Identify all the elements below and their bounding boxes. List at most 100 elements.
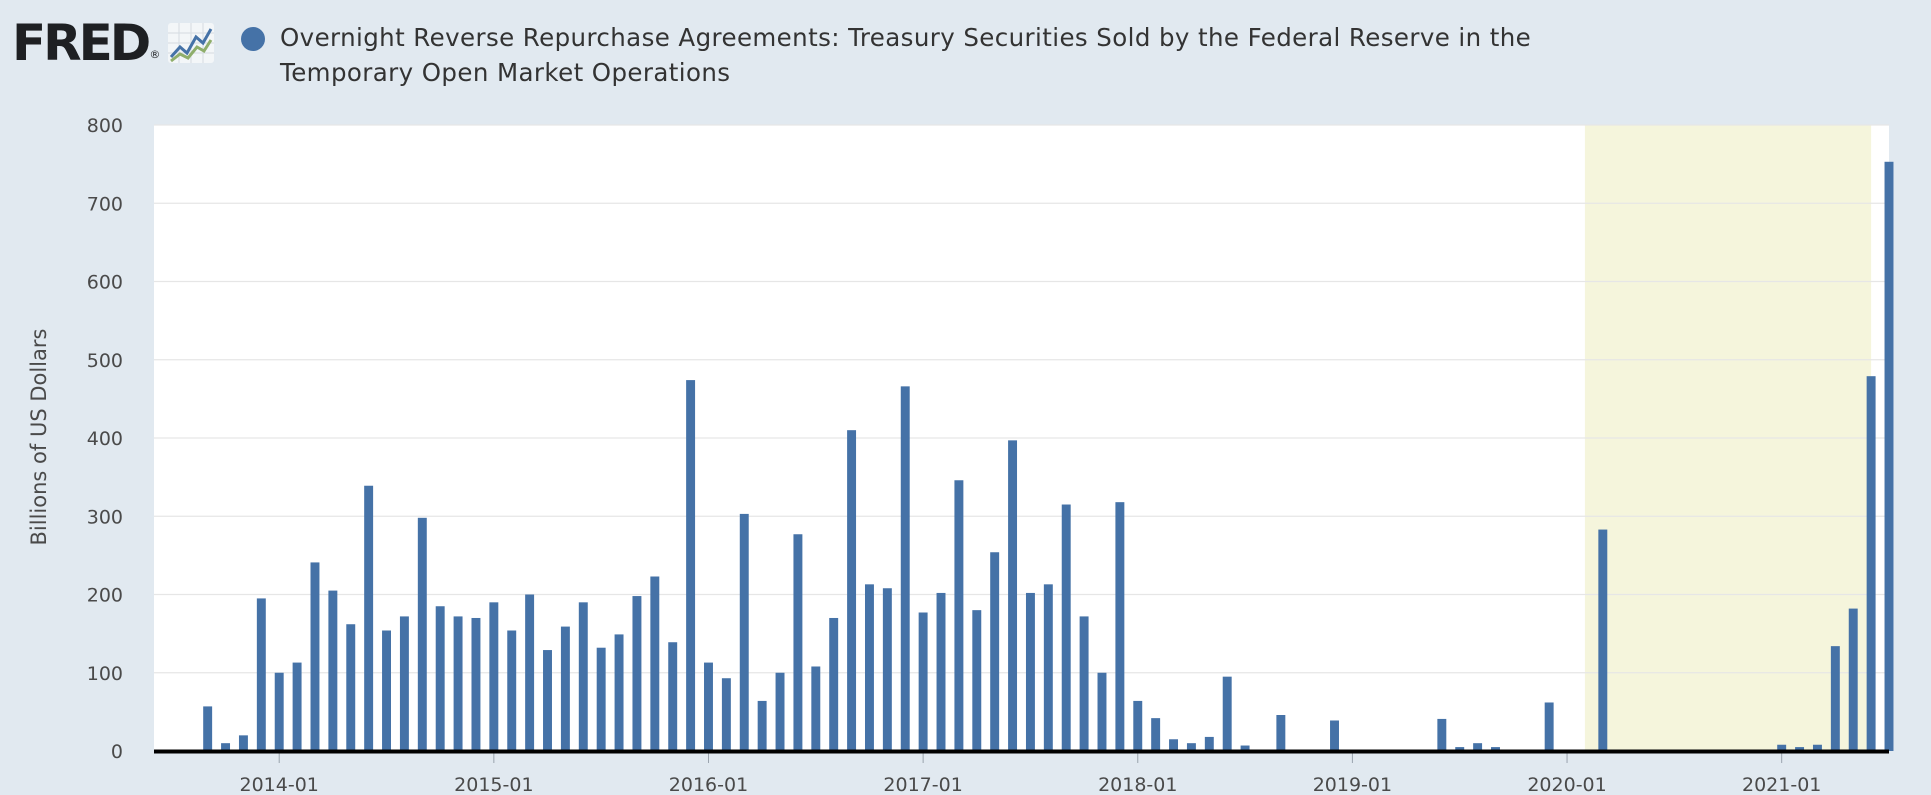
bar [1330,720,1339,751]
bar [990,552,1000,751]
bar [256,598,266,751]
bar [435,606,445,751]
bar [847,430,857,751]
bar [1186,743,1196,751]
bar [793,534,803,751]
bar [704,662,713,751]
bar [1151,718,1161,751]
bar [525,594,535,751]
bar [1025,592,1035,751]
bar [596,647,606,751]
bar [292,662,302,751]
y-tick-label: 100 [87,663,123,685]
registered-mark-icon: ® [149,48,161,61]
bar [775,672,785,751]
bar [1830,646,1840,751]
bar [811,666,821,751]
bar [399,616,409,751]
bar [1008,440,1018,751]
bar [721,678,731,751]
bar [1115,502,1125,751]
bar [936,592,946,751]
y-tick-label: 600 [87,272,123,294]
y-tick-label: 700 [87,193,123,215]
x-tick-label: 2018-01 [1098,774,1177,795]
bar [1777,744,1787,751]
bar [543,650,552,751]
bar-series [203,161,1894,752]
bar [453,616,463,751]
bar [829,617,839,751]
bar [1276,715,1286,751]
bar [1169,739,1179,751]
bar [1884,161,1894,752]
y-tick-label: 800 [87,115,123,137]
bar [1240,745,1250,751]
bar [1061,504,1071,751]
fred-logo[interactable]: FRED ® [12,12,215,74]
bar [1544,702,1554,751]
bar [686,380,696,751]
bar [578,602,588,751]
bar [1079,616,1089,751]
x-tick-label: 2014-01 [240,774,319,795]
bar [1491,747,1500,751]
bar [274,672,284,751]
x-tick-label: 2017-01 [883,774,962,795]
bar [1866,376,1876,751]
x-tick-label: 2016-01 [669,774,748,795]
bar [328,590,338,751]
bar [972,610,982,751]
bar [668,642,678,751]
bar [489,602,499,751]
bar [203,706,213,751]
bar [632,596,642,751]
bar [310,562,320,751]
bar [614,634,624,751]
fred-wordmark: FRED [12,14,151,72]
bar [882,588,892,751]
series-legend-marker [241,27,265,51]
bar [757,700,767,751]
bar [560,626,570,751]
bar [238,735,248,751]
bar [382,630,391,751]
x-tick-label: 2019-01 [1313,774,1392,795]
bar [1848,608,1858,751]
bar [1097,672,1107,751]
bar [417,517,427,751]
bar [1455,747,1465,751]
x-tick-labels: 2014-01 2015-01 2016-01 2017-01 2018-01 2019-… [240,774,1822,795]
bar [954,480,964,751]
bar [1473,743,1483,751]
y-tick-label: 300 [87,506,123,528]
bar [900,386,910,751]
bar [346,624,356,751]
x-tick-label: 2015-01 [454,774,533,795]
trend-graph-icon [168,23,215,63]
bar [1133,700,1143,751]
bar [1812,744,1822,751]
bar [864,584,874,751]
y-tick-label: 200 [87,585,123,607]
bar [739,513,749,751]
bar [1204,736,1214,751]
bar [507,630,517,751]
y-tick-label: 400 [87,428,123,450]
y-tick-label: 0 [111,741,123,763]
chart-title: Overnight Reverse Repurchase Agreements:… [280,23,1532,87]
bar [471,617,481,751]
x-tick-label: 2020-01 [1527,774,1606,795]
x-tick-label: 2021-01 [1742,774,1821,795]
bar [1437,718,1447,751]
bar [1222,676,1232,751]
bar [221,743,231,751]
bar [918,612,928,751]
bar [1043,584,1053,751]
bar [650,576,660,751]
bar [1598,529,1608,751]
bar [1795,747,1805,751]
y-tick-label: 500 [87,350,123,372]
bar [364,485,374,751]
